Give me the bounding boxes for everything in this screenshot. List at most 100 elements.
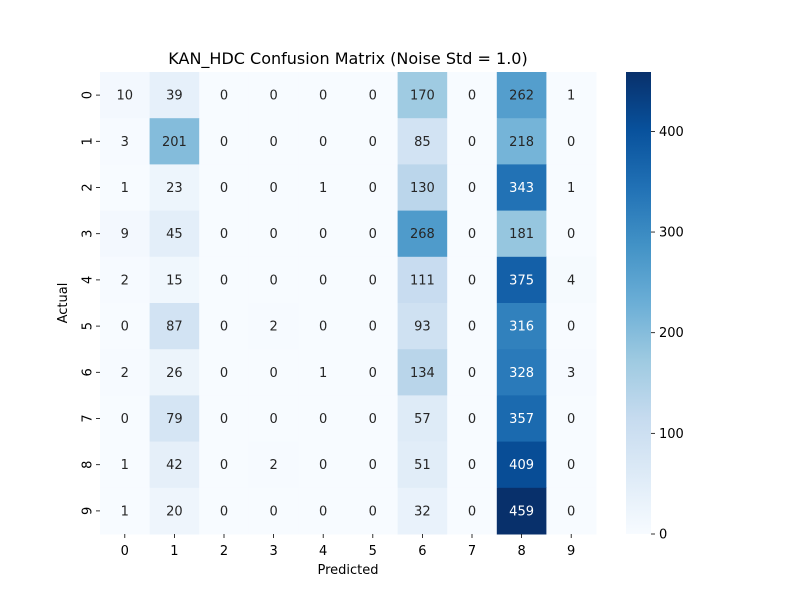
cell-value-label: 0 <box>369 89 377 104</box>
heatmap-cell <box>397 303 448 350</box>
cell-value-label: 268 <box>410 227 435 242</box>
heatmap-cell <box>149 303 200 350</box>
heatmap-cell <box>447 118 498 165</box>
heatmap-cell-labels: 10 39 0 0 0 0 170 0 262 13 201 0 0 0 0 85 0 218 01 23 0 0 1 0 13… <box>117 89 576 520</box>
cell-value-label: 1 <box>319 366 327 381</box>
y-tick-label: 2 <box>81 183 96 191</box>
cell-value-label: 0 <box>369 227 377 242</box>
cell-value-label: 57 <box>414 412 431 427</box>
heatmap-cell <box>298 441 349 489</box>
heatmap-cell <box>199 395 250 443</box>
cell-value-label: 23 <box>166 181 183 196</box>
heatmap-cell <box>100 164 151 212</box>
heatmap-cell <box>447 210 498 258</box>
heatmap-cell <box>248 256 299 304</box>
cell-value-label: 9 <box>121 227 129 242</box>
heatmap-cell <box>199 164 250 212</box>
cell-value-label: 0 <box>567 458 575 473</box>
heatmap-cell <box>149 118 200 165</box>
cell-value-label: 0 <box>369 320 377 335</box>
cell-value-label: 0 <box>319 227 327 242</box>
heatmap-cell <box>100 72 151 119</box>
cell-value-label: 0 <box>269 366 277 381</box>
heatmap-cell <box>248 349 299 396</box>
heatmap-cell <box>199 210 250 258</box>
heatmap-cell <box>447 303 498 350</box>
cell-value-label: 0 <box>567 227 575 242</box>
cell-value-label: 1 <box>319 181 327 196</box>
heatmap-cell <box>397 487 448 535</box>
cell-value-label: 0 <box>319 412 327 427</box>
heatmap-cell <box>348 395 399 443</box>
heatmap-cell <box>447 72 498 119</box>
cell-value-label: 0 <box>269 135 277 150</box>
cell-value-label: 0 <box>220 181 228 196</box>
y-tick-label: 3 <box>81 230 96 238</box>
y-axis-label: Actual <box>56 283 71 324</box>
heatmap-cell <box>298 395 349 443</box>
cell-value-label: 93 <box>414 320 431 335</box>
heatmap-cell <box>199 118 250 165</box>
cell-value-label: 0 <box>269 412 277 427</box>
heatmap-cell <box>298 72 349 119</box>
cell-value-label: 0 <box>220 273 228 288</box>
cell-value-label: 0 <box>269 273 277 288</box>
heatmap-cell <box>447 256 498 304</box>
cell-value-label: 0 <box>567 412 575 427</box>
heatmap-cell <box>397 72 448 119</box>
cell-value-label: 0 <box>220 412 228 427</box>
heatmap-cell <box>149 210 200 258</box>
heatmap-cell <box>100 118 151 165</box>
x-tick-label: 8 <box>517 544 525 559</box>
cell-value-label: 20 <box>166 504 183 519</box>
cell-value-label: 201 <box>162 135 187 150</box>
heatmap-cell <box>496 256 547 304</box>
cell-value-label: 2 <box>269 320 277 335</box>
cell-value-label: 409 <box>509 458 534 473</box>
heatmap-cell <box>447 164 498 212</box>
heatmap-cell <box>348 487 399 535</box>
cell-value-label: 111 <box>410 273 435 288</box>
heatmap-cell <box>348 72 399 119</box>
heatmap-cell <box>546 256 597 304</box>
colorbar-tick-label: 0 <box>659 528 667 543</box>
x-tick-label: 1 <box>170 544 178 559</box>
cell-value-label: 1 <box>121 504 129 519</box>
cell-value-label: 32 <box>414 504 431 519</box>
heatmap-cell <box>397 210 448 258</box>
y-tick-label: 1 <box>81 137 96 145</box>
heatmap-cell <box>496 349 547 396</box>
cell-value-label: 0 <box>468 227 476 242</box>
heatmap-cell <box>100 395 151 443</box>
cell-value-label: 0 <box>319 135 327 150</box>
heatmap-cell <box>397 441 448 489</box>
heatmap-cell <box>248 441 299 489</box>
cell-value-label: 15 <box>166 273 183 288</box>
y-tick-label: 9 <box>81 507 96 515</box>
cell-value-label: 0 <box>468 135 476 150</box>
cell-value-label: 0 <box>319 273 327 288</box>
heatmap-cell <box>397 118 448 165</box>
heatmap-cell <box>248 164 299 212</box>
x-tick-label: 9 <box>567 544 575 559</box>
x-axis-ticks: 0 1 2 3 4 5 6 7 8 9 <box>121 534 575 559</box>
heatmap-cell <box>348 118 399 165</box>
heatmap-cell <box>546 164 597 212</box>
cell-value-label: 45 <box>166 227 183 242</box>
heatmap-cell <box>248 72 299 119</box>
cell-value-label: 3 <box>121 135 129 150</box>
heatmap-cell <box>447 487 498 535</box>
heatmap-cell <box>100 256 151 304</box>
heatmap-cell <box>447 441 498 489</box>
cell-value-label: 85 <box>414 135 431 150</box>
colorbar-tick-label: 300 <box>659 226 684 241</box>
cell-value-label: 0 <box>468 504 476 519</box>
cell-value-label: 0 <box>220 458 228 473</box>
cell-value-label: 1 <box>121 181 129 196</box>
x-tick-label: 7 <box>468 544 476 559</box>
heatmap-cell <box>546 72 597 119</box>
heatmap-cell <box>149 441 200 489</box>
cell-value-label: 0 <box>220 320 228 335</box>
cell-value-label: 0 <box>121 320 129 335</box>
heatmap-cell <box>447 395 498 443</box>
